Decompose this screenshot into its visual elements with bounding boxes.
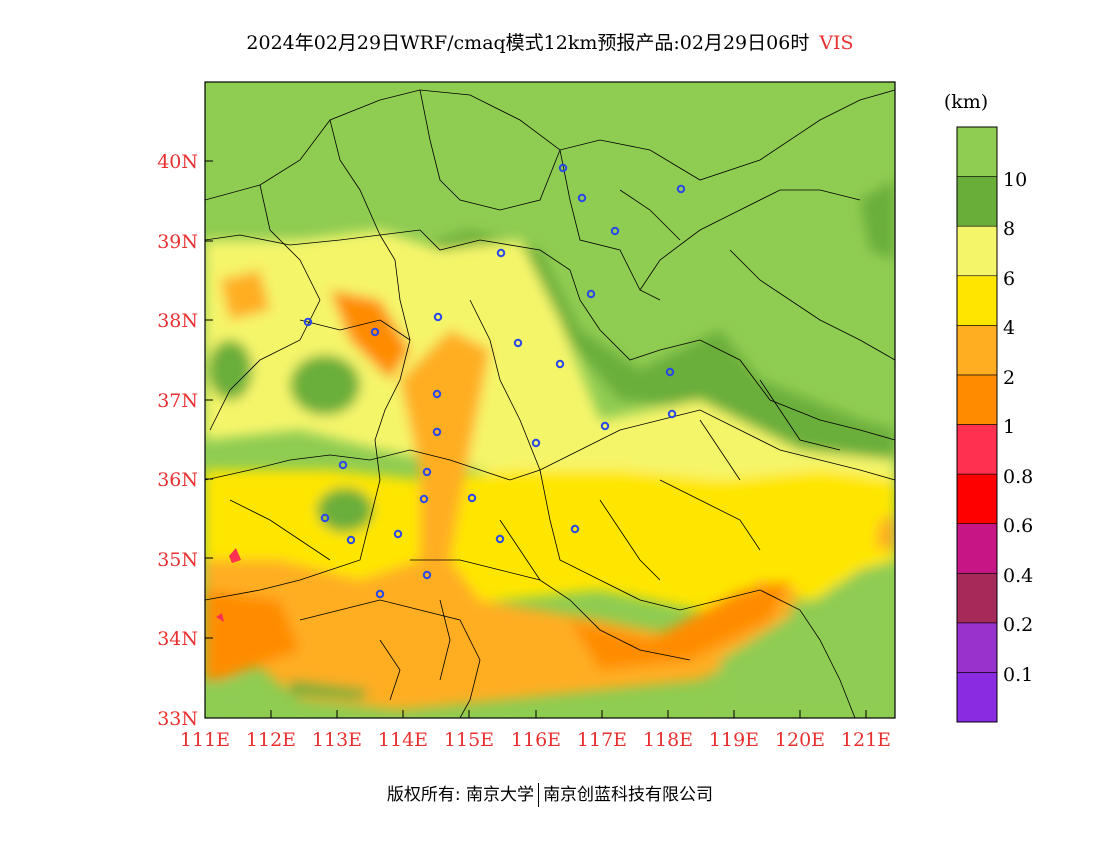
legend-bin (956, 325, 998, 376)
title-main: 2024年02月29日WRF/cmaq模式12km预报产品:02月29日06时 (246, 32, 810, 54)
map-title: 2024年02月29日WRF/cmaq模式12km预报产品:02月29日06时 V… (0, 28, 1100, 55)
title-variable: VIS (819, 32, 854, 54)
legend-label: 8 (1003, 218, 1015, 240)
legend-label: 0.4 (1003, 565, 1033, 587)
lon-labels: 111E 112E 113E 114E 115E 116E 117E 118E … (180, 729, 891, 751)
lon-label: 116E (511, 729, 561, 751)
legend-bin (956, 374, 998, 425)
legend-label: 10 (1003, 169, 1027, 191)
legend-bin (956, 672, 998, 723)
lon-label: 115E (444, 729, 494, 751)
footer-divider (538, 783, 540, 807)
lon-label: 114E (378, 729, 428, 751)
lat-label: 33N (157, 708, 198, 730)
lat-label: 40N (157, 151, 198, 173)
boundaries (205, 89, 895, 718)
lon-label: 120E (775, 729, 825, 751)
legend-bin (956, 572, 998, 624)
legend-bin (956, 176, 998, 227)
lon-label: 111E (180, 729, 230, 751)
legend-bin (956, 275, 998, 326)
lon-label: 113E (312, 729, 362, 751)
city-markers (303, 163, 686, 599)
lon-label: 118E (643, 729, 693, 751)
footer-right: 南京创蓝科技有限公司 (543, 785, 714, 805)
legend-label: 4 (1003, 317, 1015, 339)
legend-label: 2 (1003, 367, 1015, 389)
lat-label: 39N (157, 231, 198, 253)
lon-label: 119E (709, 729, 759, 751)
legend-bin (956, 126, 998, 177)
legend-label: 0.1 (1003, 664, 1033, 686)
legend-bin (956, 622, 998, 673)
lat-label: 36N (157, 469, 198, 491)
visibility-field (205, 82, 895, 718)
legend: (km) 10 8 6 4 2 1 0.8 0.6 0.4 0.2 0.1 (944, 91, 1033, 723)
copyright-footer: 版权所有: 南京大学 南京创蓝科技有限公司 (0, 780, 1100, 807)
legend-label: 0.8 (1003, 466, 1033, 488)
legend-bin (956, 523, 998, 574)
legend-bin (956, 473, 998, 524)
axis-ticks (204, 160, 867, 719)
lon-label: 121E (841, 729, 891, 751)
legend-bin (956, 225, 998, 277)
legend-label: 1 (1003, 416, 1015, 438)
legend-bin (956, 424, 998, 475)
lat-label: 34N (157, 628, 198, 650)
legend-label: 0.2 (1003, 614, 1033, 636)
lat-label: 37N (157, 390, 198, 412)
lon-label: 112E (246, 729, 296, 751)
legend-label: 0.6 (1003, 515, 1033, 537)
footer-left: 版权所有: 南京大学 (386, 785, 535, 805)
legend-colorbar (956, 126, 998, 723)
lon-label: 117E (577, 729, 627, 751)
lat-labels: 33N 34N 35N 36N 37N 38N 39N 40N (157, 151, 198, 730)
lat-label: 38N (157, 310, 198, 332)
legend-unit: (km) (944, 91, 988, 113)
lat-label: 35N (157, 549, 198, 571)
legend-label: 6 (1003, 268, 1015, 290)
